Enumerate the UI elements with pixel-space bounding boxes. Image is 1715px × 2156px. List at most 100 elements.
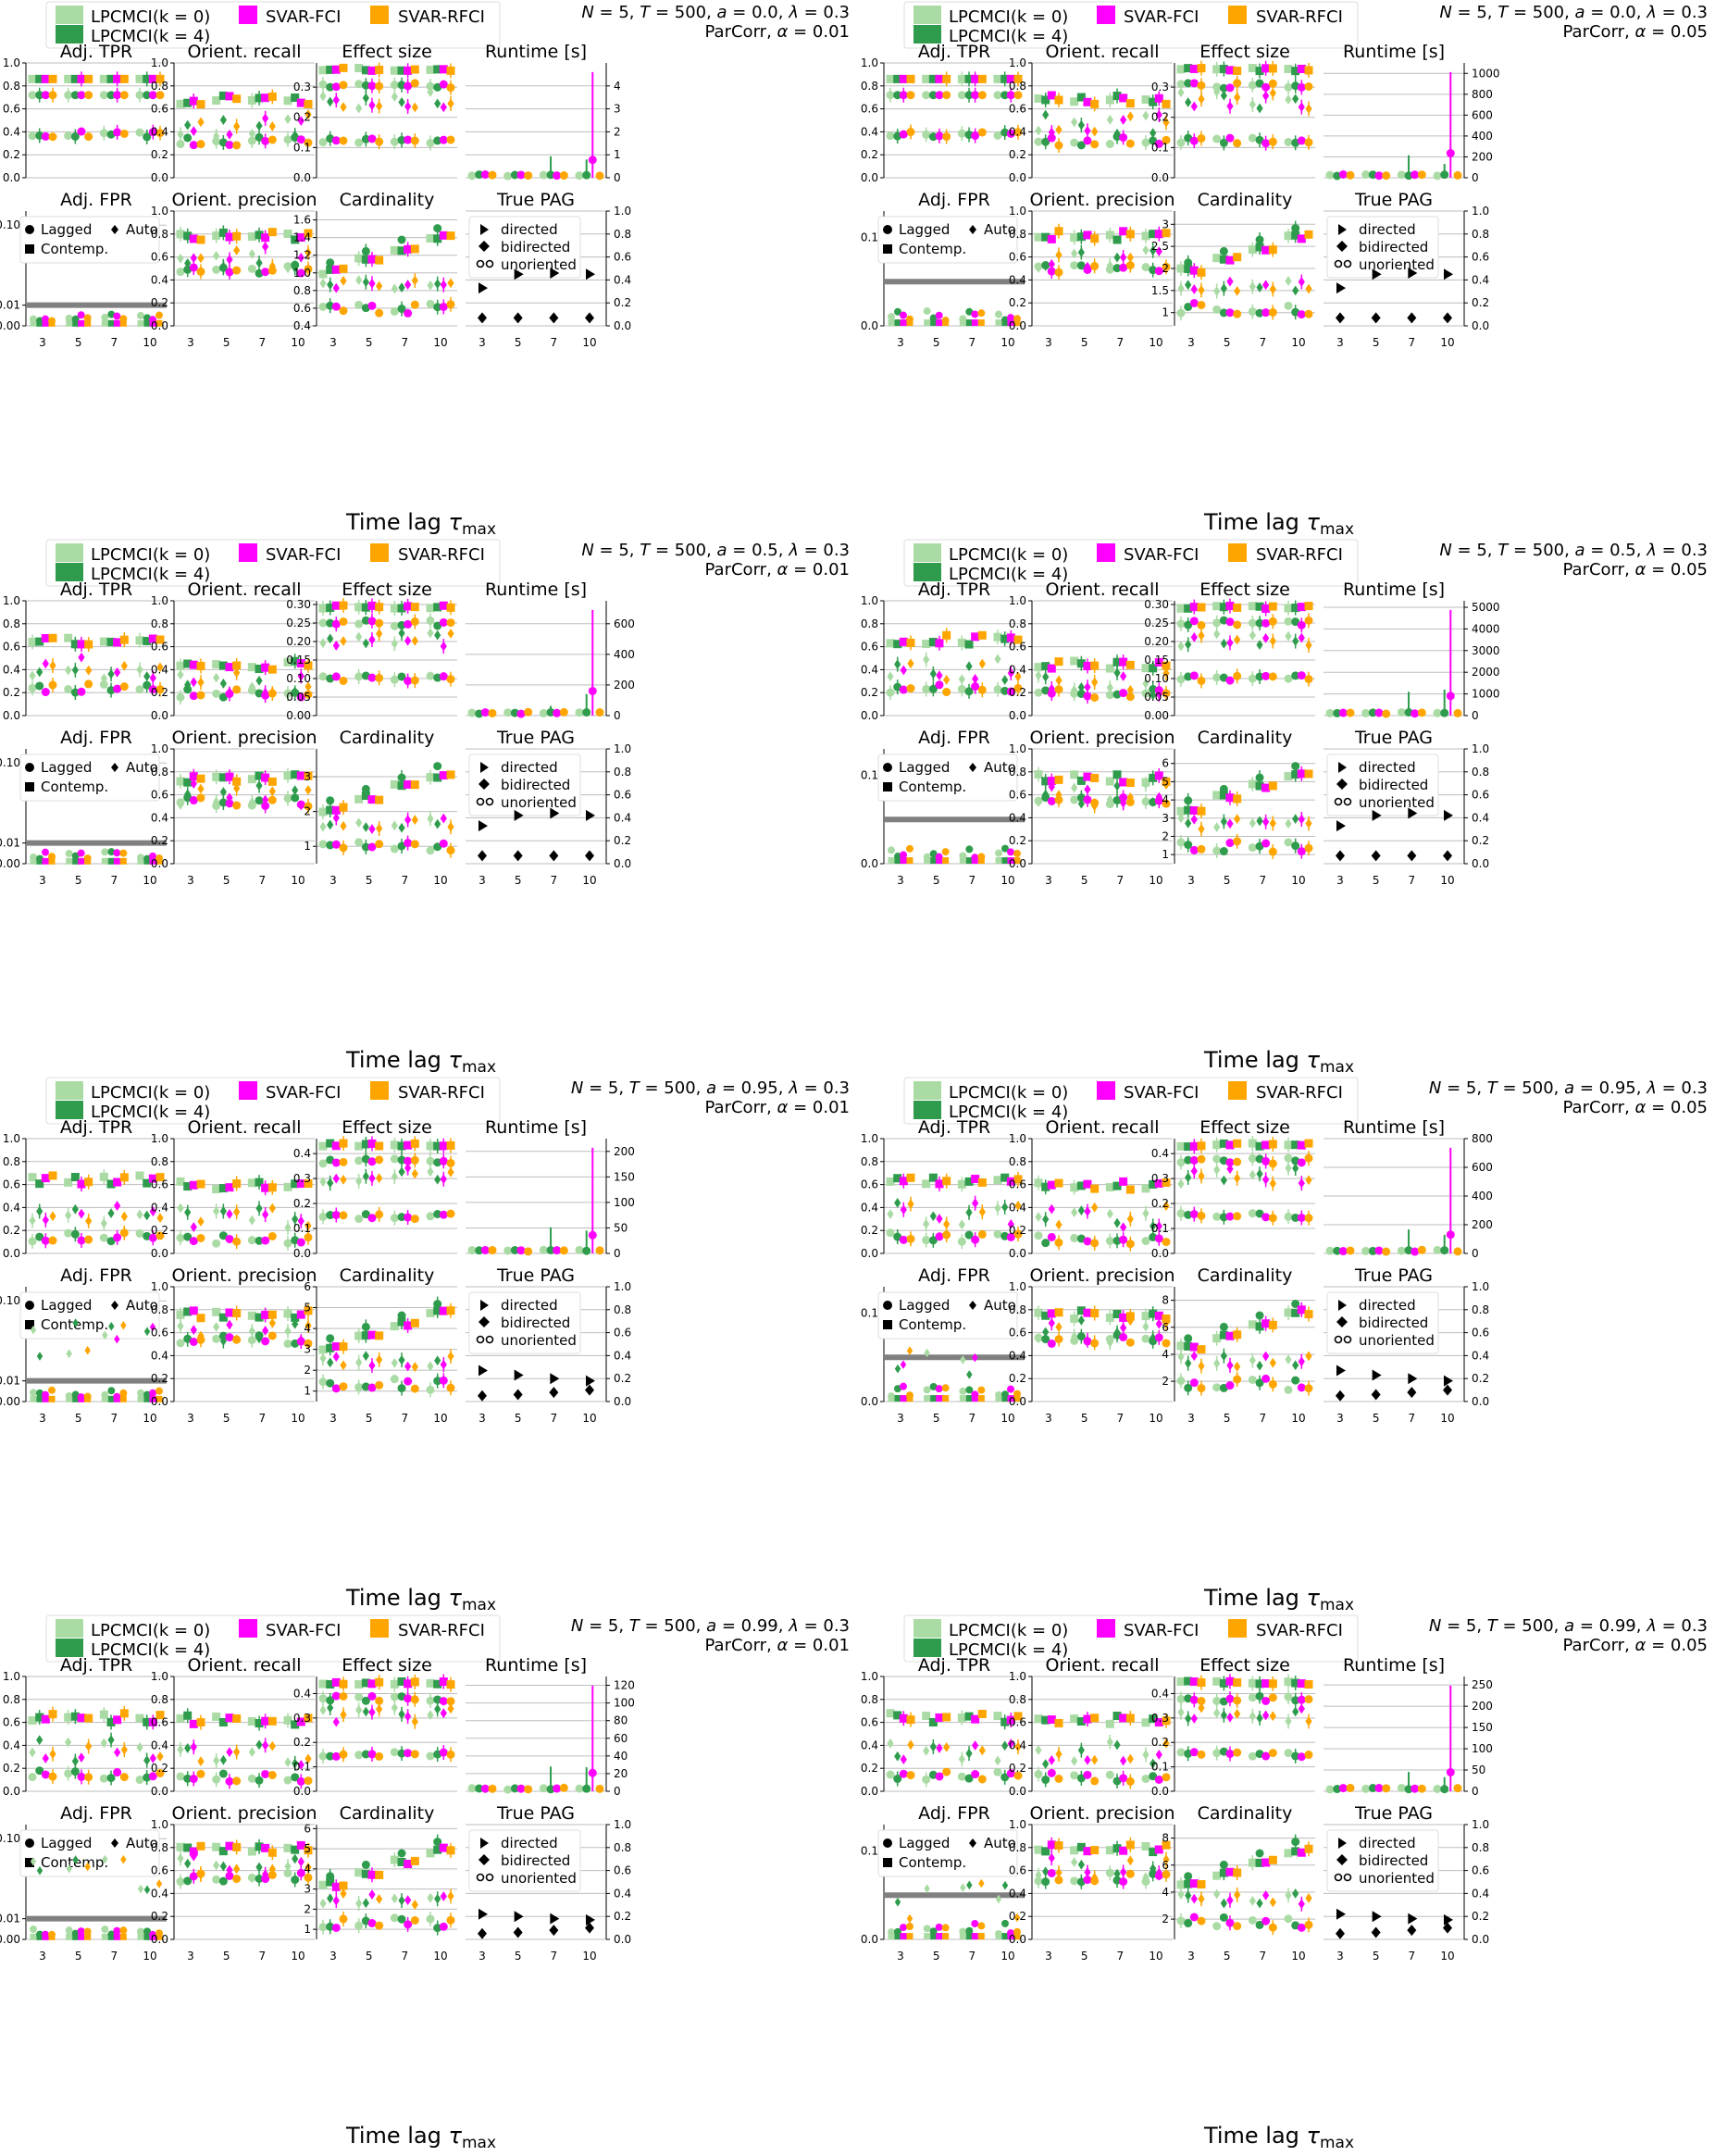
legend-swatch-lpcmci-k4 <box>56 563 83 581</box>
data-point <box>261 268 269 276</box>
data-point <box>1078 1205 1085 1215</box>
data-point <box>1107 1209 1113 1219</box>
fpr-point <box>924 1395 930 1402</box>
data-point <box>589 156 597 164</box>
subplot-title: Orient. precision <box>171 728 317 748</box>
data-point <box>440 618 448 627</box>
data-point <box>319 672 328 680</box>
data-point <box>427 1361 433 1371</box>
data-point <box>1185 280 1191 290</box>
data-point <box>1070 97 1078 106</box>
data-point <box>1298 671 1306 679</box>
tick-label: 0.4 <box>1009 125 1026 138</box>
x-tick-label: 3 <box>1336 874 1344 887</box>
data-point <box>411 1750 419 1758</box>
data-point <box>1226 1713 1233 1723</box>
x-tick-label: 10 <box>1000 1950 1014 1963</box>
pag-bidirected-point <box>1407 312 1416 323</box>
data-point <box>972 1740 978 1751</box>
tick-label: 0.2 <box>1009 1224 1026 1237</box>
data-point <box>1083 1180 1091 1189</box>
x-tick-label: 7 <box>1117 1950 1125 1963</box>
data-point <box>1298 65 1306 73</box>
tick-label: 4000 <box>1472 622 1500 635</box>
data-point <box>1001 675 1008 685</box>
data-point <box>332 806 341 815</box>
data-point <box>1090 693 1099 702</box>
data-point <box>332 303 341 311</box>
x-tick-label: 10 <box>1000 1412 1014 1425</box>
data-point <box>391 1748 399 1756</box>
data-point <box>391 780 399 789</box>
data-point <box>49 132 57 141</box>
data-point <box>1261 1213 1270 1221</box>
pag-directed-point <box>478 1365 488 1377</box>
x-axis-label: Time lag τmax <box>345 509 496 539</box>
tick-label: 0.2 <box>151 834 168 847</box>
tick-label: 0.1 <box>861 769 878 782</box>
data-point <box>1198 301 1206 309</box>
data-point <box>1233 139 1241 147</box>
fpr-point <box>114 858 120 865</box>
fpr-point <box>936 319 942 326</box>
tick-label: 50 <box>1472 1763 1485 1776</box>
tick-label: 0.4 <box>1151 1687 1169 1700</box>
tick-label: 3 <box>304 770 311 783</box>
legend-lagged: Lagged <box>41 759 92 776</box>
data-point <box>1347 1784 1355 1792</box>
data-point <box>255 121 262 131</box>
data-point <box>29 1716 37 1725</box>
data-point <box>1177 604 1186 613</box>
data-point <box>1083 1847 1091 1855</box>
data-point <box>355 104 362 114</box>
data-point <box>922 91 930 99</box>
data-point <box>1298 234 1306 243</box>
x-tick-label: 3 <box>1045 336 1052 349</box>
data-point <box>368 1889 375 1900</box>
data-point <box>1177 1677 1186 1686</box>
data-point <box>84 75 93 83</box>
legend-marker-lagged <box>25 225 34 234</box>
pag-bidirected-point <box>1443 312 1452 323</box>
fpr-point <box>966 1933 973 1939</box>
data-point <box>297 99 305 107</box>
fpr-point <box>31 858 37 865</box>
data-point <box>1262 280 1269 290</box>
data-point <box>42 132 50 141</box>
tick-label: 0.3 <box>293 81 311 93</box>
data-point <box>268 135 277 143</box>
data-point <box>113 1715 121 1724</box>
legend-unoriented: unoriented <box>1359 256 1435 273</box>
data-point <box>391 1154 399 1163</box>
data-point <box>1234 814 1240 824</box>
data-point <box>362 785 370 793</box>
pag-bidirected-point <box>585 312 594 323</box>
fpr-point <box>965 845 973 853</box>
data-point <box>1035 233 1043 242</box>
data-point <box>411 301 419 309</box>
data-point <box>1249 1209 1257 1217</box>
data-point <box>100 75 108 83</box>
tick-label: 0.4 <box>1009 1739 1026 1751</box>
data-point <box>340 1888 346 1899</box>
data-point <box>391 246 399 255</box>
data-point <box>411 780 419 789</box>
data-point <box>1398 708 1406 717</box>
data-point <box>404 636 411 646</box>
legend-swatch-svar-fci <box>1097 543 1115 562</box>
fpr-point <box>102 320 108 327</box>
tick-label: 0.2 <box>1472 1910 1489 1923</box>
fpr-point <box>996 319 1002 326</box>
data-point <box>197 100 205 108</box>
data-point <box>232 1714 241 1723</box>
tick-label: 0 <box>1472 1785 1479 1798</box>
x-tick-label: 5 <box>1081 336 1088 349</box>
x-tick-label: 5 <box>223 1950 230 1963</box>
tick-label: 0.0 <box>861 1933 878 1946</box>
data-point <box>404 780 412 789</box>
data-point <box>367 1331 376 1340</box>
data-point <box>1190 299 1199 307</box>
data-point <box>1440 1785 1448 1793</box>
fpr-point <box>49 858 56 865</box>
